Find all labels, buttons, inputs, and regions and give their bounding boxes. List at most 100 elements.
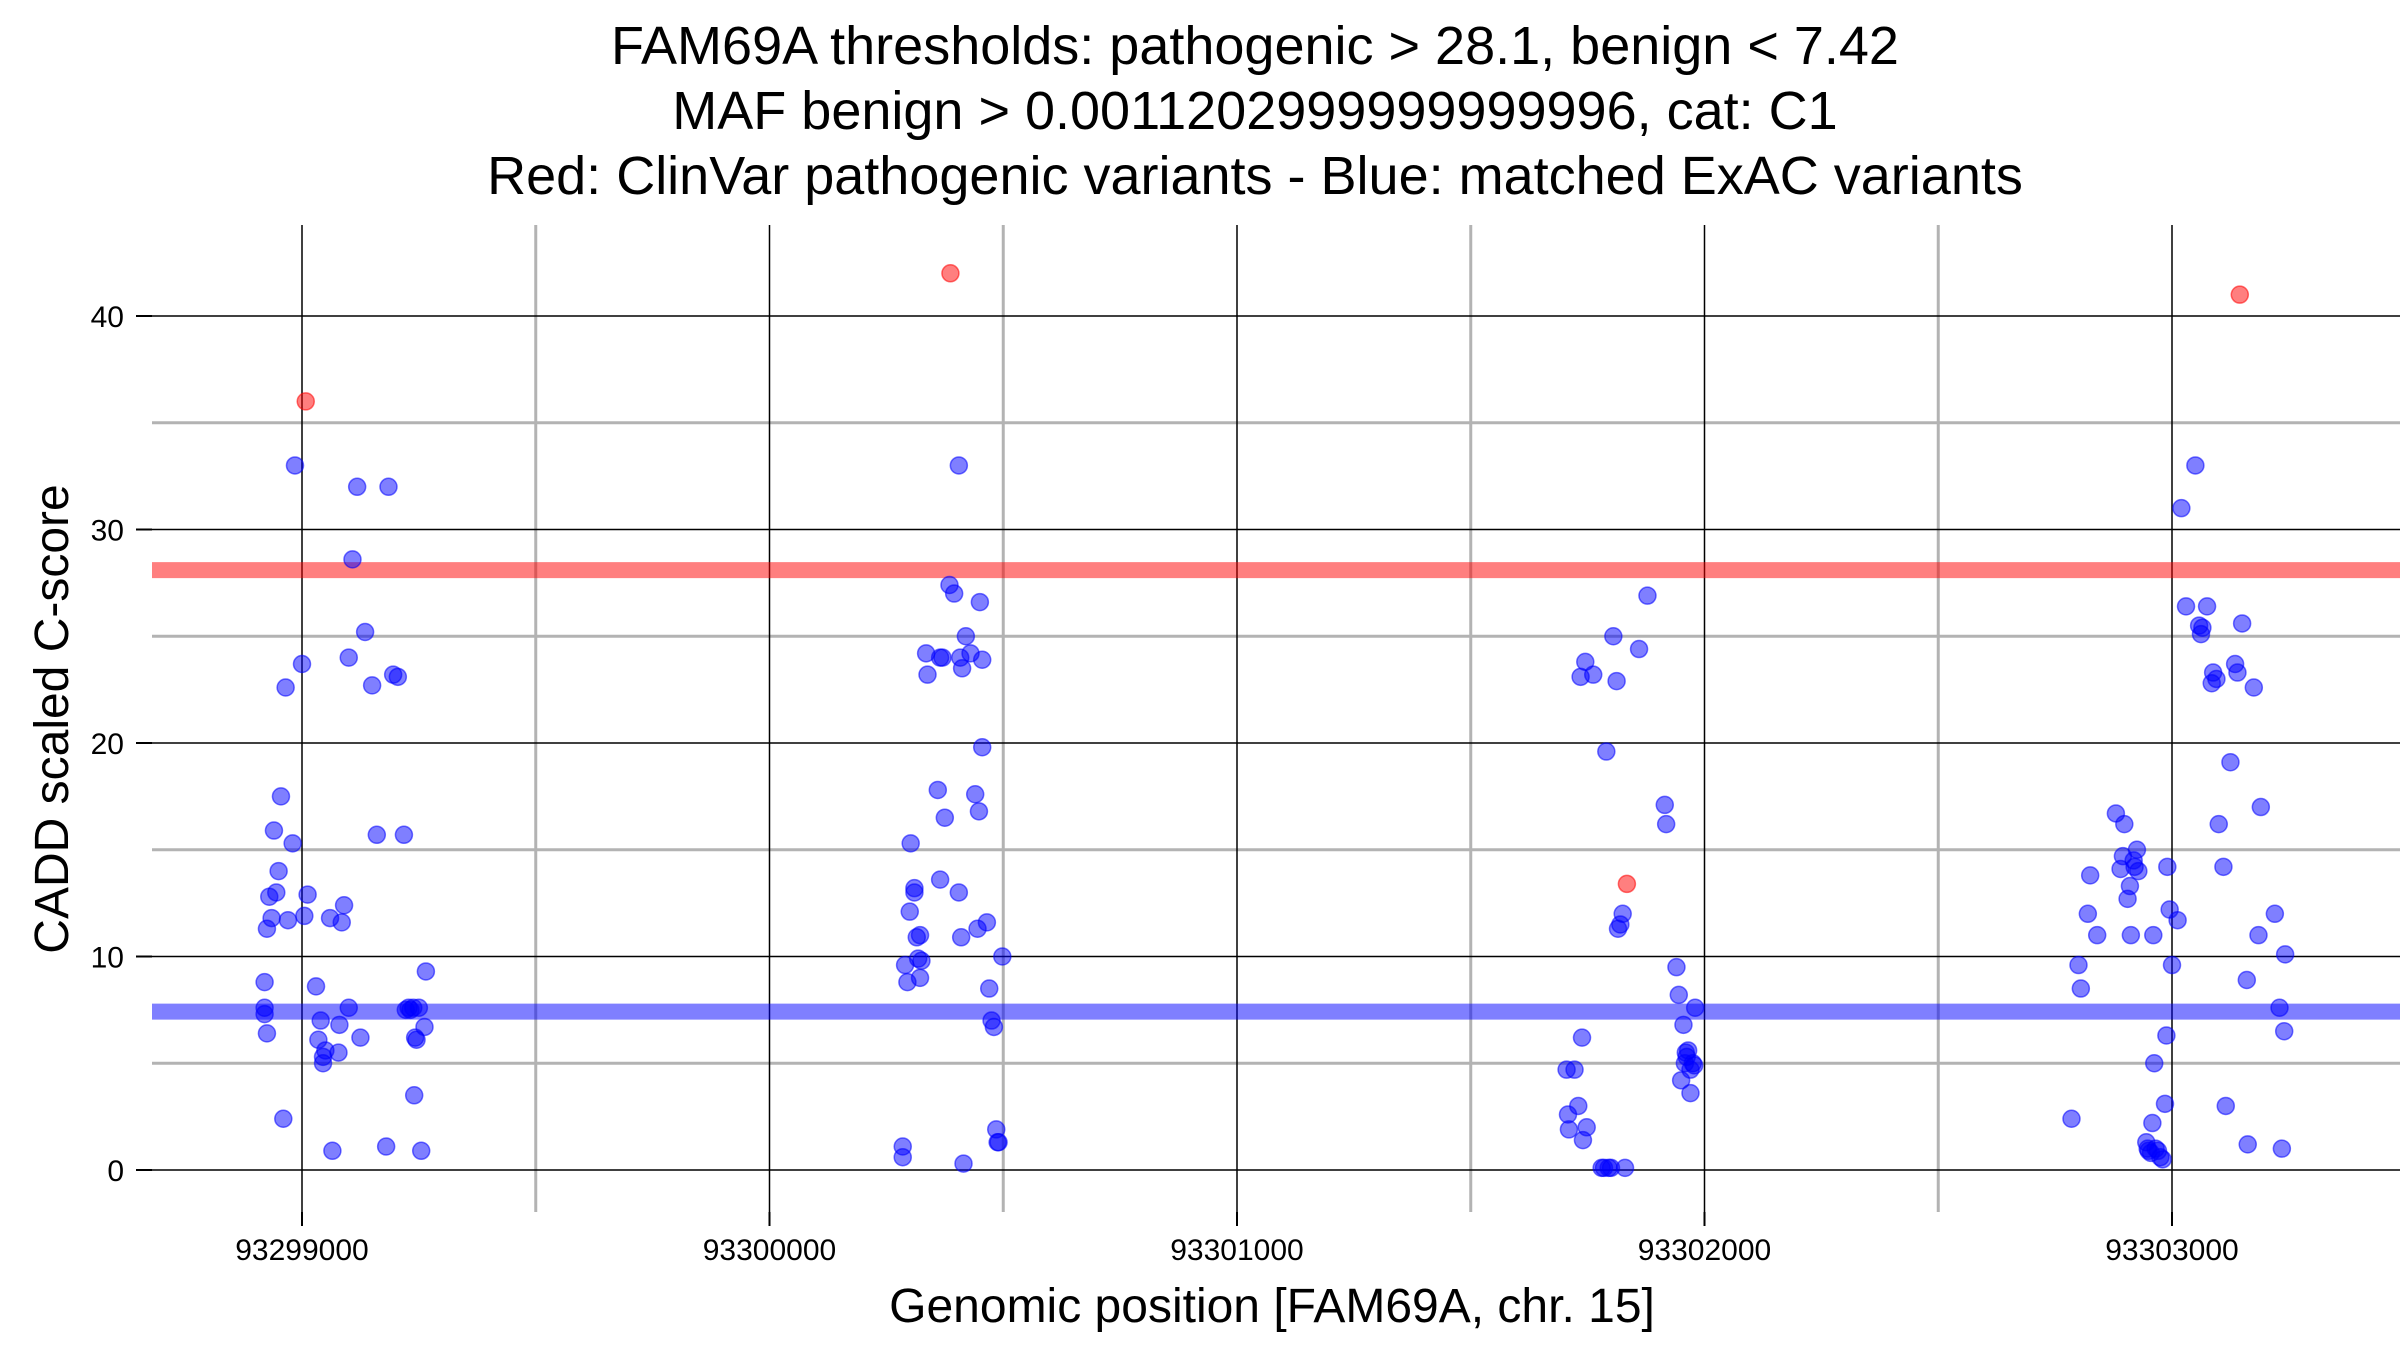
exac-point bbox=[2265, 904, 2285, 924]
exac-point bbox=[905, 883, 924, 902]
exac-point bbox=[1565, 1060, 1584, 1079]
exac-point bbox=[2069, 955, 2088, 975]
exac-point bbox=[367, 825, 387, 845]
x-axis-title: Genomic position [FAM69A, chr. 15] bbox=[889, 1280, 1655, 1333]
exac-point bbox=[2221, 752, 2240, 772]
exac-point bbox=[2244, 678, 2264, 697]
exac-point bbox=[292, 654, 312, 674]
chart-title: FAM69A thresholds: pathogenic > 28.1, be… bbox=[487, 16, 2023, 206]
exac-point bbox=[2129, 861, 2148, 881]
exac-point bbox=[956, 627, 976, 646]
major-gridlines-x bbox=[301, 225, 2173, 1212]
exac-point bbox=[965, 784, 985, 804]
exac-point bbox=[2172, 498, 2191, 518]
y-tick-label: 20 bbox=[91, 728, 124, 761]
exac-point bbox=[989, 1132, 1008, 1152]
exac-point bbox=[918, 665, 937, 684]
exac-point bbox=[1613, 904, 1632, 924]
exac-point bbox=[893, 1147, 912, 1167]
exac-point bbox=[2251, 797, 2271, 817]
exac-point bbox=[1684, 1056, 1704, 1075]
x-axis-ticks: 93299000 93300000 93301000 93302000 93303000 bbox=[235, 1212, 2239, 1267]
exac-point bbox=[1667, 957, 1686, 977]
title-line-3: Red: ClinVar pathogenic variants - Blue:… bbox=[487, 146, 2023, 206]
exac-point bbox=[2214, 857, 2233, 877]
exac-point bbox=[935, 808, 955, 827]
exac-point bbox=[1607, 671, 1626, 691]
exac-point bbox=[355, 622, 375, 642]
exac-point bbox=[330, 1015, 349, 1035]
exac-point bbox=[1572, 1028, 1592, 1047]
exac-point bbox=[969, 802, 989, 821]
exac-point bbox=[1638, 586, 1657, 605]
exac-point bbox=[2087, 925, 2107, 945]
exac-point bbox=[2127, 840, 2147, 859]
y-tick-label: 10 bbox=[91, 942, 124, 975]
exac-point bbox=[1604, 627, 1623, 646]
pathogenic-point bbox=[1617, 874, 1637, 894]
exac-point bbox=[269, 861, 288, 881]
exac-point bbox=[954, 1154, 973, 1173]
exac-point bbox=[2115, 814, 2134, 834]
exac-point bbox=[1669, 985, 1689, 1005]
exac-point bbox=[2121, 925, 2141, 945]
exac-point bbox=[347, 477, 367, 497]
exac-point bbox=[2249, 925, 2268, 945]
exac-point bbox=[2158, 857, 2177, 877]
exac-point bbox=[343, 550, 362, 569]
exac-point bbox=[2071, 979, 2091, 998]
exac-point bbox=[2168, 910, 2187, 930]
exac-point bbox=[257, 1024, 277, 1043]
exac-point bbox=[329, 1043, 348, 1062]
exac-point bbox=[404, 1086, 424, 1105]
exac-point bbox=[415, 1017, 434, 1037]
exac-point bbox=[900, 902, 919, 921]
exac-point bbox=[972, 738, 992, 757]
y-axis-ticks: 0 10 20 30 40 bbox=[91, 301, 152, 1188]
exac-point bbox=[285, 456, 305, 475]
exac-point bbox=[1655, 795, 1675, 815]
exac-point bbox=[2162, 955, 2182, 975]
exac-point bbox=[952, 659, 972, 678]
exac-point bbox=[334, 896, 354, 915]
exac-point bbox=[306, 977, 326, 996]
exac-point bbox=[2274, 1021, 2294, 1041]
exac-point bbox=[278, 910, 298, 930]
exac-point bbox=[2080, 866, 2100, 885]
y-axis-title: CADD scaled C-score bbox=[26, 484, 79, 953]
exac-point bbox=[255, 972, 274, 992]
exac-point bbox=[1629, 639, 1649, 659]
exac-point bbox=[2143, 1113, 2162, 1133]
exac-point bbox=[2209, 814, 2228, 834]
exac-point bbox=[264, 821, 284, 840]
exac-point bbox=[2062, 1109, 2081, 1129]
exac-point bbox=[1656, 814, 1676, 834]
exac-point bbox=[928, 780, 948, 800]
exac-point bbox=[332, 913, 351, 932]
exac-point bbox=[1681, 1083, 1700, 1103]
exac-point bbox=[1685, 998, 1705, 1017]
exac-point bbox=[970, 592, 990, 612]
exac-point bbox=[295, 906, 314, 926]
y-tick-label: 40 bbox=[91, 301, 124, 334]
exac-point bbox=[2120, 876, 2140, 896]
exac-point bbox=[2270, 998, 2289, 1017]
exac-point bbox=[411, 1141, 431, 1161]
x-tick-label: 93300000 bbox=[703, 1234, 836, 1267]
pathogenic-point bbox=[941, 264, 960, 283]
minor-gridlines-y bbox=[152, 421, 2400, 1065]
exac-point bbox=[2272, 1139, 2292, 1158]
exac-point bbox=[2078, 904, 2098, 924]
exac-point bbox=[362, 676, 382, 695]
exac-point bbox=[255, 1004, 274, 1024]
exac-point bbox=[409, 998, 429, 1017]
exac-point bbox=[271, 787, 291, 806]
pathogenic-point bbox=[296, 392, 315, 411]
exac-point bbox=[944, 584, 964, 603]
exac-point bbox=[311, 1011, 330, 1030]
exac-point bbox=[2144, 1054, 2164, 1073]
data-points bbox=[255, 264, 2295, 1178]
exac-point bbox=[1569, 1096, 1588, 1116]
exac-point bbox=[379, 477, 398, 497]
